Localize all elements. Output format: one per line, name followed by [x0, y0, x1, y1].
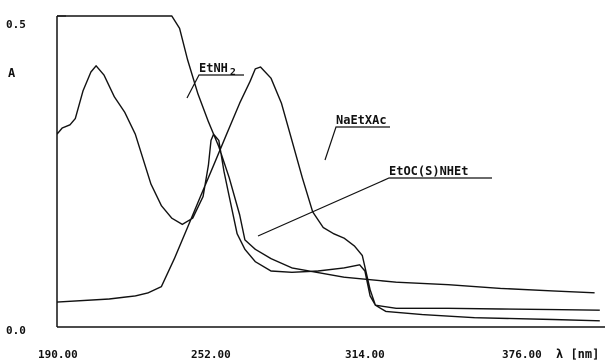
plot-frame	[56, 15, 605, 328]
x-tick-label-3: 314.00	[345, 348, 385, 361]
x-tick-label-2: 252.00	[191, 348, 231, 361]
y-tick-label-bottom: 0.0	[6, 324, 26, 337]
annotation-naetxac-label: NaEtXAc	[336, 113, 387, 127]
y-axis-label: A	[8, 66, 16, 80]
annotation-etnh2-text: EtNH	[199, 61, 228, 75]
annotation-etnh2: EtNH 2	[186, 61, 244, 99]
series-line-etocsnhet	[56, 65, 600, 311]
series-line-etnh2	[57, 15, 595, 294]
annotation-etnh2-label: EtNH 2	[199, 61, 236, 78]
series-line-naetxac	[56, 66, 600, 322]
annotation-etocsnhet: EtOC(S)NHEt	[257, 164, 492, 237]
x-tick-label-1: 190.00	[38, 348, 78, 361]
annotation-naetxac-leader	[324, 126, 390, 161]
x-axis-label: λ [nm]	[556, 347, 599, 361]
y-tick-label-top: 0.5	[6, 18, 26, 31]
annotation-etnh2-subscript: 2	[230, 67, 236, 78]
annotation-etnh2-leader	[186, 74, 244, 99]
annotation-naetxac: NaEtXAc	[324, 113, 390, 161]
annotation-etocsnhet-label: EtOC(S)NHEt	[389, 164, 468, 178]
x-tick-label-4: 376.00	[502, 348, 542, 361]
annotation-etocsnhet-leader	[257, 177, 492, 237]
series-lines	[56, 15, 600, 322]
